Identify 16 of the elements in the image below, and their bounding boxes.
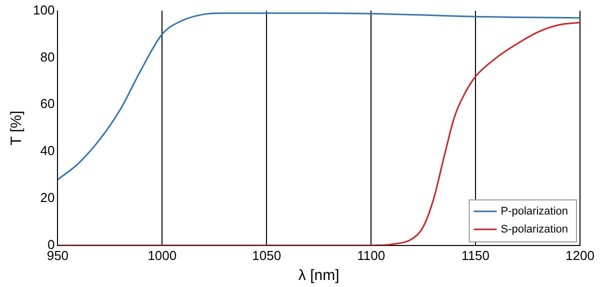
legend-label: S-polarization bbox=[500, 223, 568, 236]
x-axis-title: λ [nm] bbox=[298, 267, 340, 284]
x-tick-label: 1050 bbox=[252, 248, 282, 263]
y-tick-label: 20 bbox=[40, 190, 55, 206]
y-tick-label: 40 bbox=[40, 143, 55, 158]
y-tick-label: 100 bbox=[32, 2, 55, 18]
x-tick-label: 1150 bbox=[462, 248, 490, 263]
x-tick-label: 1100 bbox=[357, 248, 386, 263]
y-tick-label: 80 bbox=[40, 49, 55, 64]
x-tick-label: 1000 bbox=[148, 248, 177, 263]
y-tick-label: 60 bbox=[40, 96, 55, 112]
line-series bbox=[58, 12, 580, 180]
x-tick-label: 1200 bbox=[566, 248, 594, 263]
y-tick-label: 0 bbox=[47, 236, 55, 252]
y-axis-title: T [%] bbox=[8, 110, 26, 146]
legend-label: P-polarization bbox=[500, 205, 568, 218]
